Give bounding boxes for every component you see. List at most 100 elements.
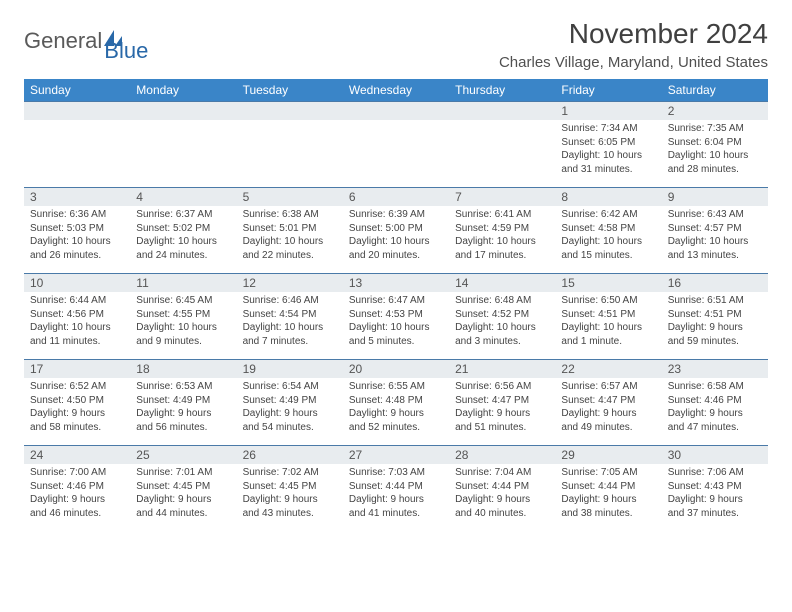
weekday-header: Tuesday xyxy=(237,79,343,102)
weekday-header: Monday xyxy=(130,79,236,102)
calendar-day-cell: 5Sunrise: 6:38 AMSunset: 5:01 PMDaylight… xyxy=(237,188,343,274)
calendar-day-cell: 29Sunrise: 7:05 AMSunset: 4:44 PMDayligh… xyxy=(555,446,661,532)
calendar-week-row: 17Sunrise: 6:52 AMSunset: 4:50 PMDayligh… xyxy=(24,360,768,446)
calendar-week-row: 10Sunrise: 6:44 AMSunset: 4:56 PMDayligh… xyxy=(24,274,768,360)
day-content: Sunrise: 7:01 AMSunset: 4:45 PMDaylight:… xyxy=(130,464,236,524)
day-number: 2 xyxy=(662,102,768,120)
title-block: November 2024 Charles Village, Maryland,… xyxy=(499,18,768,71)
day-number: 13 xyxy=(343,274,449,292)
day-content: Sunrise: 6:53 AMSunset: 4:49 PMDaylight:… xyxy=(130,378,236,438)
calendar-day-cell xyxy=(449,102,555,188)
calendar-day-cell: 8Sunrise: 6:42 AMSunset: 4:58 PMDaylight… xyxy=(555,188,661,274)
day-number: 17 xyxy=(24,360,130,378)
logo-text-general: General xyxy=(24,28,102,54)
calendar-day-cell xyxy=(130,102,236,188)
day-content: Sunrise: 6:52 AMSunset: 4:50 PMDaylight:… xyxy=(24,378,130,438)
weekday-header: Wednesday xyxy=(343,79,449,102)
calendar-week-row: 24Sunrise: 7:00 AMSunset: 4:46 PMDayligh… xyxy=(24,446,768,532)
calendar-day-cell: 13Sunrise: 6:47 AMSunset: 4:53 PMDayligh… xyxy=(343,274,449,360)
day-number: 28 xyxy=(449,446,555,464)
day-number: 22 xyxy=(555,360,661,378)
day-number: 5 xyxy=(237,188,343,206)
day-number: 19 xyxy=(237,360,343,378)
calendar-day-cell xyxy=(237,102,343,188)
weekday-header: Saturday xyxy=(662,79,768,102)
calendar-day-cell: 15Sunrise: 6:50 AMSunset: 4:51 PMDayligh… xyxy=(555,274,661,360)
day-number xyxy=(130,102,236,120)
calendar-day-cell: 12Sunrise: 6:46 AMSunset: 4:54 PMDayligh… xyxy=(237,274,343,360)
day-number: 1 xyxy=(555,102,661,120)
day-number xyxy=(237,102,343,120)
calendar-day-cell: 24Sunrise: 7:00 AMSunset: 4:46 PMDayligh… xyxy=(24,446,130,532)
day-number: 4 xyxy=(130,188,236,206)
calendar-day-cell: 26Sunrise: 7:02 AMSunset: 4:45 PMDayligh… xyxy=(237,446,343,532)
day-number: 24 xyxy=(24,446,130,464)
calendar-day-cell: 6Sunrise: 6:39 AMSunset: 5:00 PMDaylight… xyxy=(343,188,449,274)
calendar-table: Sunday Monday Tuesday Wednesday Thursday… xyxy=(24,79,768,532)
day-number: 11 xyxy=(130,274,236,292)
day-content: Sunrise: 7:34 AMSunset: 6:05 PMDaylight:… xyxy=(555,120,661,180)
calendar-day-cell: 28Sunrise: 7:04 AMSunset: 4:44 PMDayligh… xyxy=(449,446,555,532)
day-number: 18 xyxy=(130,360,236,378)
day-number: 29 xyxy=(555,446,661,464)
day-content: Sunrise: 6:56 AMSunset: 4:47 PMDaylight:… xyxy=(449,378,555,438)
weekday-header: Sunday xyxy=(24,79,130,102)
day-content: Sunrise: 7:05 AMSunset: 4:44 PMDaylight:… xyxy=(555,464,661,524)
day-number: 7 xyxy=(449,188,555,206)
day-content: Sunrise: 7:35 AMSunset: 6:04 PMDaylight:… xyxy=(662,120,768,180)
calendar-day-cell: 22Sunrise: 6:57 AMSunset: 4:47 PMDayligh… xyxy=(555,360,661,446)
day-content: Sunrise: 6:43 AMSunset: 4:57 PMDaylight:… xyxy=(662,206,768,266)
calendar-day-cell: 14Sunrise: 6:48 AMSunset: 4:52 PMDayligh… xyxy=(449,274,555,360)
day-content: Sunrise: 6:50 AMSunset: 4:51 PMDaylight:… xyxy=(555,292,661,352)
calendar-day-cell: 4Sunrise: 6:37 AMSunset: 5:02 PMDaylight… xyxy=(130,188,236,274)
day-content: Sunrise: 6:46 AMSunset: 4:54 PMDaylight:… xyxy=(237,292,343,352)
calendar-day-cell xyxy=(24,102,130,188)
day-number: 3 xyxy=(24,188,130,206)
calendar-day-cell: 3Sunrise: 6:36 AMSunset: 5:03 PMDaylight… xyxy=(24,188,130,274)
day-content: Sunrise: 6:41 AMSunset: 4:59 PMDaylight:… xyxy=(449,206,555,266)
calendar-day-cell: 21Sunrise: 6:56 AMSunset: 4:47 PMDayligh… xyxy=(449,360,555,446)
calendar-day-cell: 25Sunrise: 7:01 AMSunset: 4:45 PMDayligh… xyxy=(130,446,236,532)
day-number: 16 xyxy=(662,274,768,292)
calendar-week-row: 1Sunrise: 7:34 AMSunset: 6:05 PMDaylight… xyxy=(24,102,768,188)
day-content: Sunrise: 6:39 AMSunset: 5:00 PMDaylight:… xyxy=(343,206,449,266)
day-content: Sunrise: 6:38 AMSunset: 5:01 PMDaylight:… xyxy=(237,206,343,266)
calendar-day-cell: 10Sunrise: 6:44 AMSunset: 4:56 PMDayligh… xyxy=(24,274,130,360)
logo: General Blue xyxy=(24,18,148,64)
day-content: Sunrise: 6:47 AMSunset: 4:53 PMDaylight:… xyxy=(343,292,449,352)
calendar-day-cell: 17Sunrise: 6:52 AMSunset: 4:50 PMDayligh… xyxy=(24,360,130,446)
day-number: 6 xyxy=(343,188,449,206)
calendar-day-cell: 19Sunrise: 6:54 AMSunset: 4:49 PMDayligh… xyxy=(237,360,343,446)
calendar-day-cell: 27Sunrise: 7:03 AMSunset: 4:44 PMDayligh… xyxy=(343,446,449,532)
day-number: 30 xyxy=(662,446,768,464)
logo-text-blue: Blue xyxy=(104,38,148,64)
day-number xyxy=(449,102,555,120)
day-content: Sunrise: 7:04 AMSunset: 4:44 PMDaylight:… xyxy=(449,464,555,524)
day-number: 15 xyxy=(555,274,661,292)
day-content: Sunrise: 7:00 AMSunset: 4:46 PMDaylight:… xyxy=(24,464,130,524)
header: General Blue November 2024 Charles Villa… xyxy=(24,18,768,71)
calendar-day-cell: 9Sunrise: 6:43 AMSunset: 4:57 PMDaylight… xyxy=(662,188,768,274)
day-number: 25 xyxy=(130,446,236,464)
calendar-day-cell: 2Sunrise: 7:35 AMSunset: 6:04 PMDaylight… xyxy=(662,102,768,188)
day-number: 14 xyxy=(449,274,555,292)
day-number: 23 xyxy=(662,360,768,378)
location: Charles Village, Maryland, United States xyxy=(499,54,768,71)
day-number: 20 xyxy=(343,360,449,378)
calendar-day-cell: 23Sunrise: 6:58 AMSunset: 4:46 PMDayligh… xyxy=(662,360,768,446)
calendar-day-cell: 1Sunrise: 7:34 AMSunset: 6:05 PMDaylight… xyxy=(555,102,661,188)
day-number: 26 xyxy=(237,446,343,464)
day-content: Sunrise: 6:45 AMSunset: 4:55 PMDaylight:… xyxy=(130,292,236,352)
day-content: Sunrise: 6:54 AMSunset: 4:49 PMDaylight:… xyxy=(237,378,343,438)
calendar-day-cell: 11Sunrise: 6:45 AMSunset: 4:55 PMDayligh… xyxy=(130,274,236,360)
weekday-header-row: Sunday Monday Tuesday Wednesday Thursday… xyxy=(24,79,768,102)
weekday-header: Thursday xyxy=(449,79,555,102)
calendar-day-cell: 20Sunrise: 6:55 AMSunset: 4:48 PMDayligh… xyxy=(343,360,449,446)
month-title: November 2024 xyxy=(499,18,768,50)
day-content: Sunrise: 6:58 AMSunset: 4:46 PMDaylight:… xyxy=(662,378,768,438)
calendar-day-cell: 18Sunrise: 6:53 AMSunset: 4:49 PMDayligh… xyxy=(130,360,236,446)
day-number: 27 xyxy=(343,446,449,464)
day-content: Sunrise: 6:44 AMSunset: 4:56 PMDaylight:… xyxy=(24,292,130,352)
day-number: 12 xyxy=(237,274,343,292)
day-number: 9 xyxy=(662,188,768,206)
